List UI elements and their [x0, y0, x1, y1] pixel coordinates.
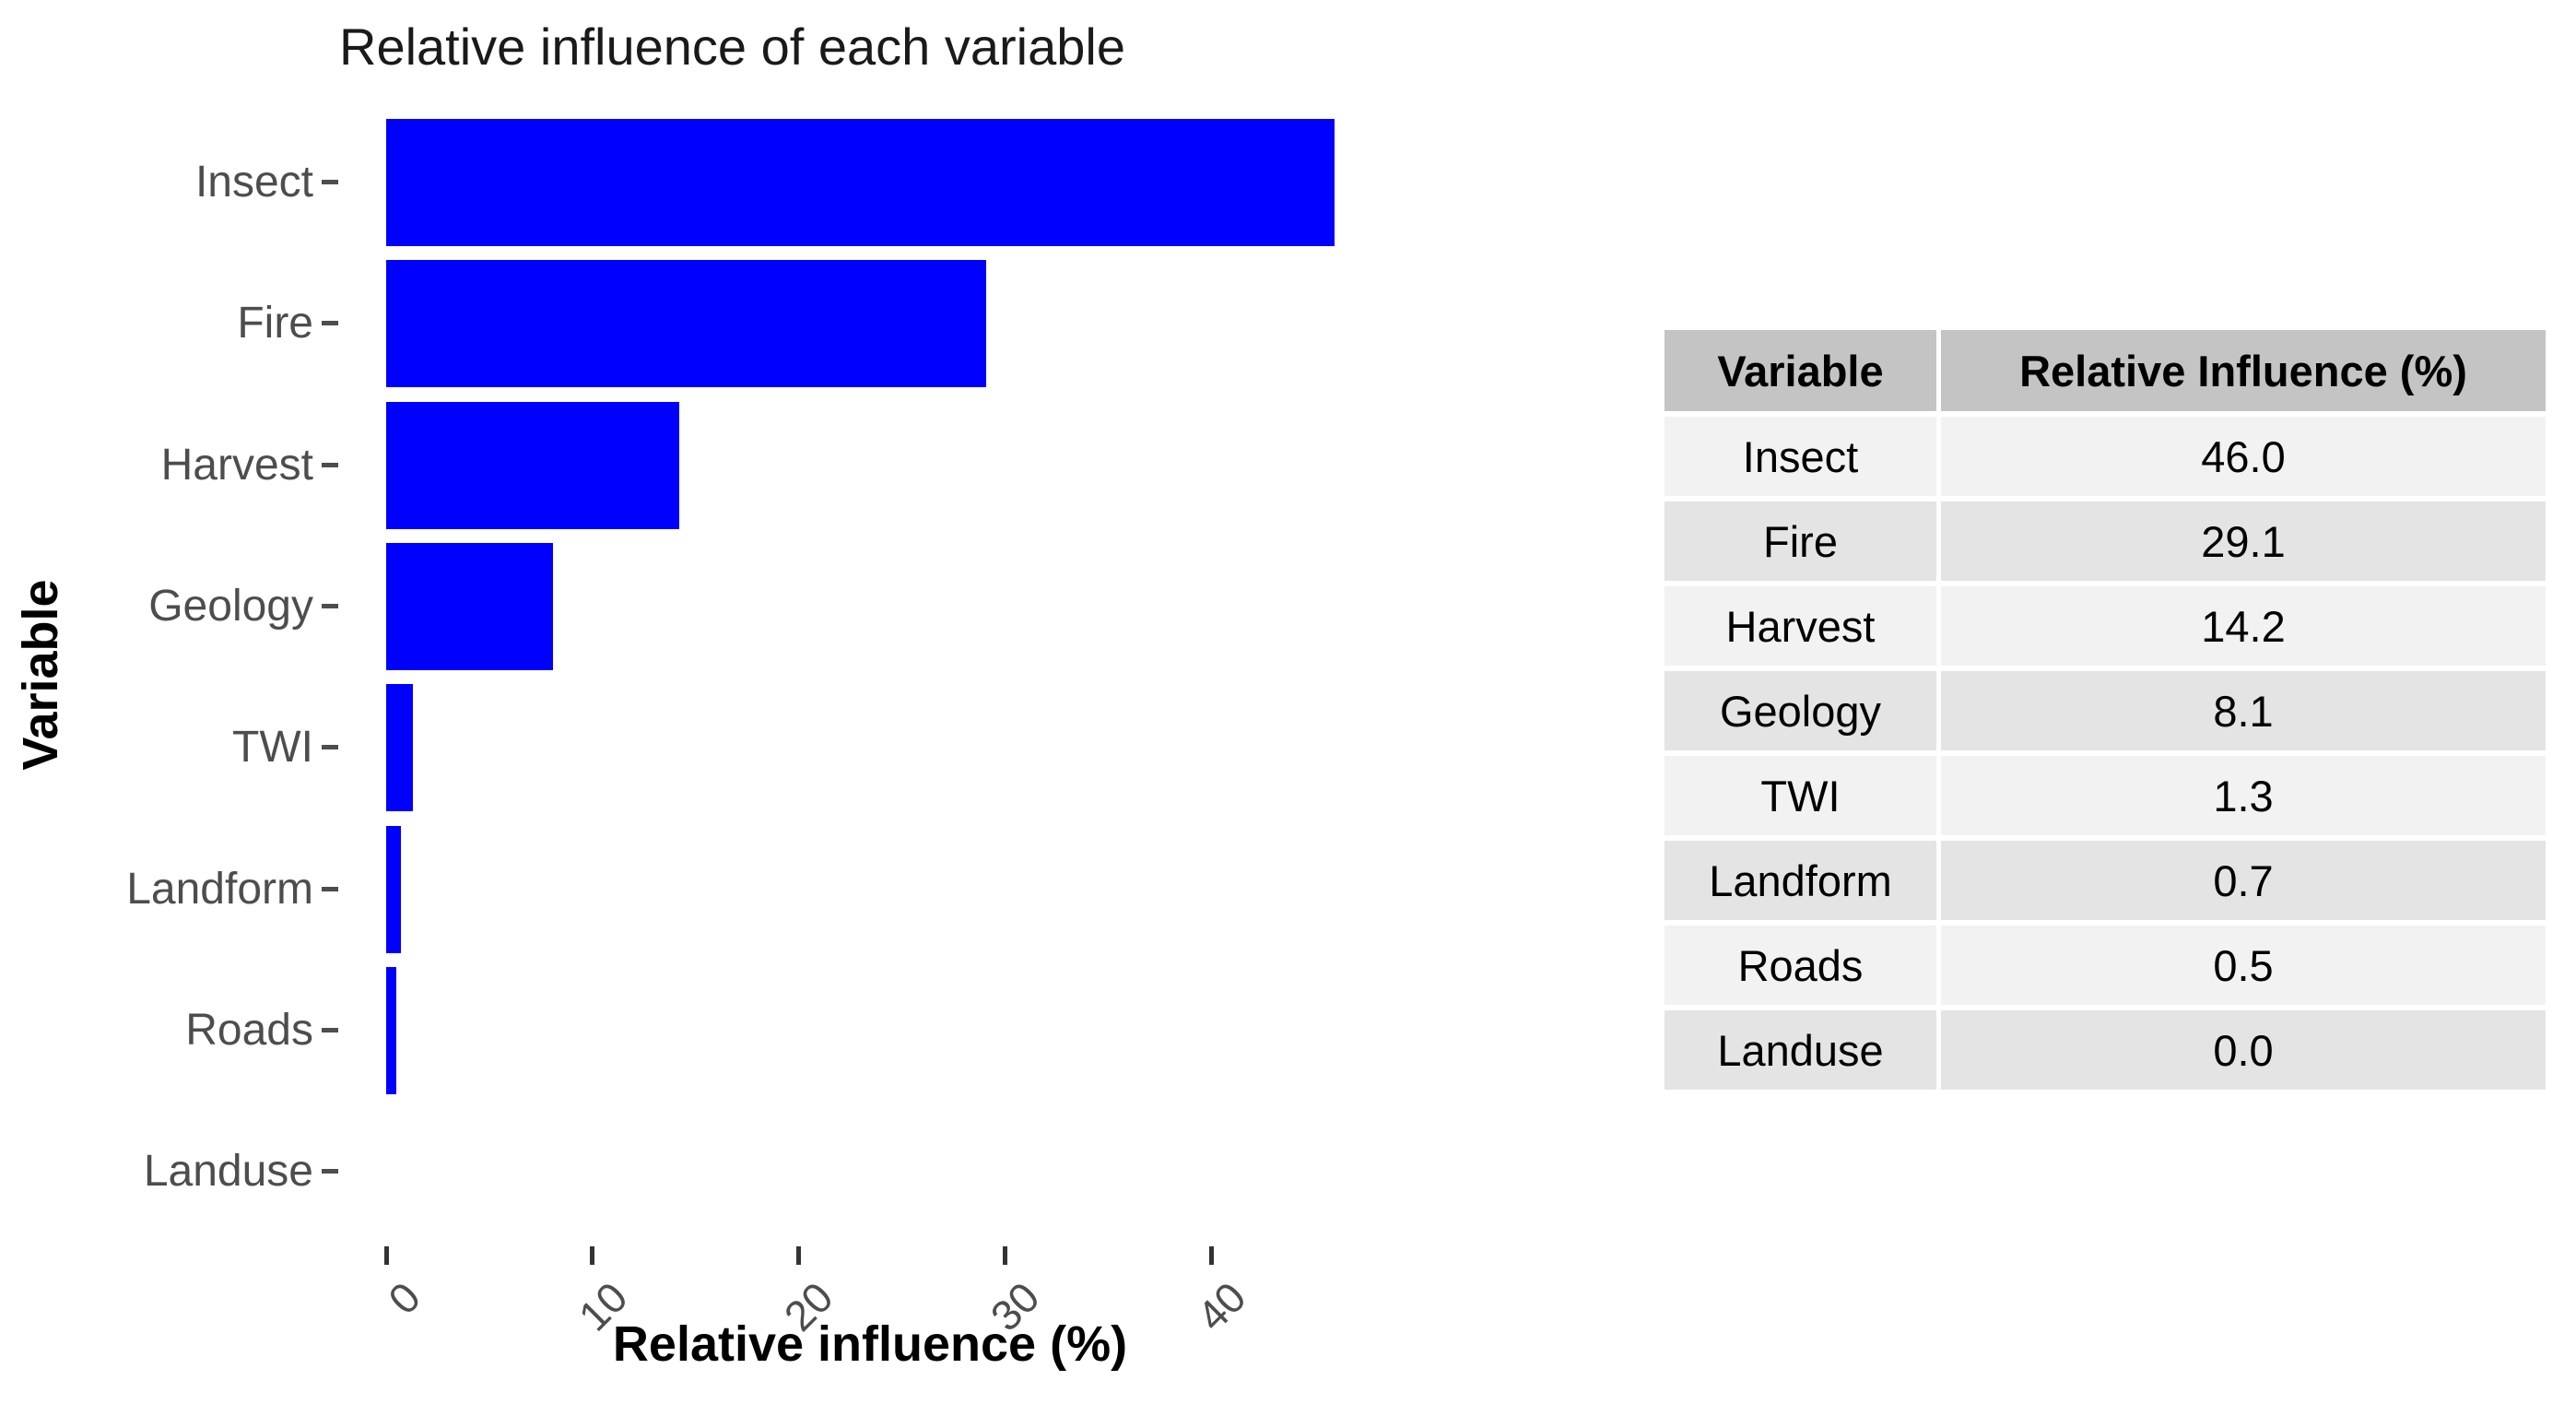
table-cell-influence: 46.0: [1941, 417, 2546, 496]
table-cell-variable: Insect: [1664, 417, 1936, 496]
table-header-variable: Variable: [1664, 330, 1936, 411]
y-tick-mark-twi: [322, 745, 338, 750]
y-tick-mark-harvest: [322, 462, 338, 467]
table-cell-influence: 0.0: [1941, 1010, 2546, 1090]
bar-harvest: [386, 401, 679, 529]
y-axis-label-insect: Insect: [194, 158, 313, 206]
y-tick-mark-geology: [322, 603, 338, 608]
y-axis-label-landuse: Landuse: [143, 1147, 313, 1197]
table-cell-influence: 14.2: [1941, 586, 2546, 666]
table-cell-variable: Landform: [1664, 841, 1936, 920]
table-cell-variable: Roads: [1664, 926, 1936, 1005]
bar-twi: [386, 684, 414, 812]
y-tick-mark-roads: [322, 1027, 338, 1032]
x-axis-tick-label-40: 40: [1187, 1272, 1255, 1340]
y-axis-label-landform: Landform: [126, 864, 313, 914]
y-axis-label-roads: Roads: [185, 1005, 313, 1055]
chart-title: Relative influence of each variable: [339, 18, 1125, 76]
table-cell-influence: 0.5: [1941, 926, 2546, 1005]
x-axis-title: Relative influence (%): [612, 1316, 1128, 1372]
bar-landform: [386, 825, 401, 953]
x-tick-mark-0: [383, 1246, 389, 1265]
bar-fire: [386, 260, 987, 388]
y-axis-label-geology: Geology: [148, 581, 313, 631]
table-row-landform: Landform 0.7: [1664, 841, 2546, 920]
y-axis-label-twi: TWI: [232, 723, 313, 773]
y-axis-label-harvest: Harvest: [160, 440, 313, 490]
table-row-geology: Geology 8.1: [1664, 671, 2546, 750]
x-tick-mark-10: [590, 1246, 595, 1265]
table-cell-influence: 0.7: [1941, 841, 2546, 920]
table-cell-variable: Landuse: [1664, 1010, 1936, 1090]
table-cell-influence: 1.3: [1941, 756, 2546, 835]
bar-insect: [386, 119, 1335, 246]
y-tick-mark-insect: [322, 180, 338, 184]
x-axis-tick-label-0: 0: [379, 1272, 430, 1324]
table-cell-influence: 29.1: [1941, 501, 2546, 581]
bar-geology: [386, 542, 554, 670]
table-row-twi: TWI 1.3: [1664, 756, 2546, 835]
y-tick-mark-landuse: [322, 1169, 338, 1174]
table-header-influence: Relative Influence (%): [1941, 330, 2546, 411]
x-tick-mark-40: [1208, 1246, 1214, 1265]
table-cell-variable: Harvest: [1664, 586, 1936, 666]
influence-table: Variable Relative Influence (%) Insect 46.0…: [1664, 330, 2546, 1095]
x-tick-mark-20: [796, 1246, 801, 1265]
table-row-harvest: Harvest 14.2: [1664, 586, 2546, 666]
x-tick-mark-30: [1002, 1246, 1007, 1265]
y-axis-label-fire: Fire: [237, 299, 313, 348]
table-header-row: Variable Relative Influence (%): [1664, 330, 2546, 411]
y-tick-mark-fire: [322, 321, 338, 326]
table-row-landuse: Landuse 0.0: [1664, 1010, 2546, 1090]
table-cell-variable: Geology: [1664, 671, 1936, 750]
y-tick-mark-landform: [322, 886, 338, 891]
table-cell-variable: TWI: [1664, 756, 1936, 835]
bar-roads: [386, 966, 397, 1094]
table-cell-variable: Fire: [1664, 501, 1936, 581]
table-row-insect: Insect 46.0: [1664, 417, 2546, 496]
table-cell-influence: 8.1: [1941, 671, 2546, 750]
y-axis-title: Variable: [13, 579, 68, 771]
table-row-fire: Fire 29.1: [1664, 501, 2546, 581]
table-row-roads: Roads 0.5: [1664, 926, 2546, 1005]
